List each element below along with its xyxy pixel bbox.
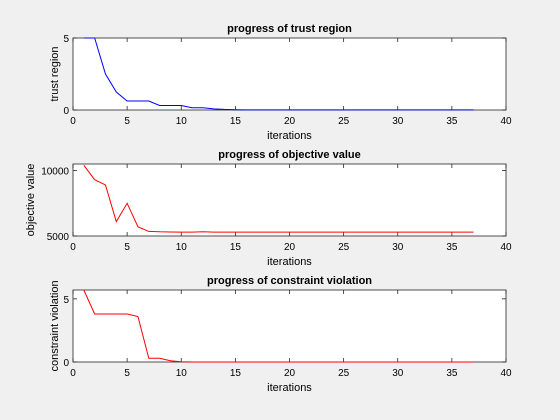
- x-tick-label: 0: [70, 368, 76, 379]
- x-tick-label: 40: [500, 368, 512, 379]
- y-axis-label: constraint violation: [49, 280, 61, 371]
- x-tick-label: 0: [70, 242, 76, 253]
- x-axis-label: iterations: [267, 382, 312, 394]
- axes-box: [72, 163, 507, 237]
- subplot-3: 0 5 10 15 20 25 30 35 40 0 5 progress of constraint…: [49, 275, 512, 394]
- axes-box: [72, 289, 507, 363]
- subplot-2: 0 5 10 15 20 25 30 35 40 5000 10000 progress of obj…: [25, 149, 512, 268]
- x-tick-label: 25: [338, 368, 350, 379]
- y-tick-label: 5000: [47, 232, 70, 243]
- x-tick-label: 5: [124, 242, 130, 253]
- y-tick-label: 5: [63, 34, 69, 45]
- x-tick-label: 10: [176, 116, 188, 127]
- x-tick-label: 20: [284, 116, 296, 127]
- x-tick-label: 30: [392, 116, 404, 127]
- x-tick-label: 5: [124, 368, 130, 379]
- x-tick-label: 0: [70, 116, 76, 127]
- x-tick-label: 40: [500, 242, 512, 253]
- x-tick-label: 20: [284, 368, 296, 379]
- subplot-1: 0 5 10 15 20 25 30 35 40 0 5 progress of trust regi…: [49, 23, 512, 142]
- x-axis-label: iterations: [267, 256, 312, 268]
- y-tick-label: 10000: [41, 167, 69, 178]
- x-tick-label: 40: [500, 116, 512, 127]
- series-line-1: [83, 37, 474, 111]
- series-line-1: [83, 289, 474, 363]
- x-tick-label: 35: [446, 368, 458, 379]
- x-tick-label: 30: [392, 368, 404, 379]
- chart-title: progress of trust region: [227, 23, 352, 35]
- x-tick-label: 35: [446, 242, 458, 253]
- x-tick-label: 15: [230, 242, 242, 253]
- x-axis-label: iterations: [267, 130, 312, 142]
- x-tick-label: 10: [176, 368, 188, 379]
- chart-title: progress of objective value: [218, 149, 360, 161]
- x-tick-label: 5: [124, 116, 130, 127]
- x-tick-label: 25: [338, 242, 350, 253]
- y-axis-label: objective value: [25, 164, 37, 237]
- x-tick-label: 30: [392, 242, 404, 253]
- x-tick-label: 25: [338, 116, 350, 127]
- x-tick-label: 15: [230, 116, 242, 127]
- x-tick-label: 10: [176, 242, 188, 253]
- y-tick-label: 0: [63, 358, 69, 369]
- x-tick-label: 15: [230, 368, 242, 379]
- y-tick-label: 5: [63, 295, 69, 306]
- y-tick-label: 0: [63, 106, 69, 117]
- chart-title: progress of constraint violation: [207, 275, 372, 287]
- y-axis-label: trust region: [49, 46, 61, 101]
- x-tick-label: 20: [284, 242, 296, 253]
- series-line-1: [83, 165, 474, 233]
- x-tick-label: 35: [446, 116, 458, 127]
- axes-box: [72, 37, 507, 111]
